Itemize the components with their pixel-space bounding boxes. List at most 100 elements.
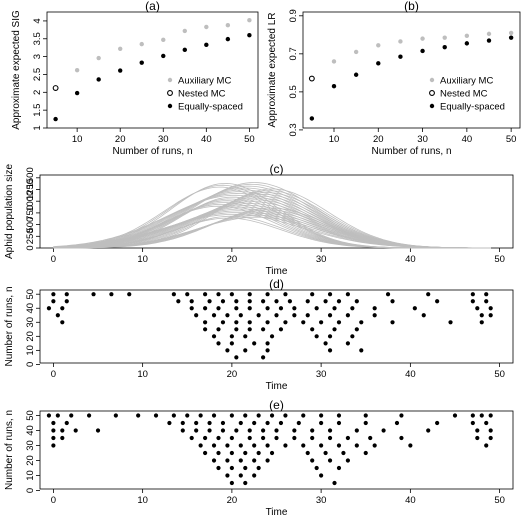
design-point [203,306,208,311]
y-tick-label: 1000 [25,191,36,212]
design-point [488,435,493,441]
y-axis-label: Number of runs, n [4,286,15,366]
data-point [167,103,173,109]
design-point [60,320,65,325]
design-point [234,428,239,433]
design-point [203,292,208,297]
panel-title: (c) [270,162,284,176]
design-point [238,420,243,426]
design-point [278,306,284,311]
design-point [319,413,324,418]
design-point [198,443,203,448]
design-point [247,327,252,332]
x-tick-label: 50 [494,369,505,380]
design-point [229,465,234,471]
design-point [216,327,221,332]
design-point [470,413,475,418]
design-point [314,306,319,311]
design-point [229,480,234,486]
design-point [229,413,234,418]
design-point [310,327,315,332]
y-tick-label: 40 [25,425,36,436]
y-tick-label: 10 [25,345,36,356]
design-point [51,435,56,441]
data-point [139,41,144,47]
panel-title: (d) [269,277,284,291]
y-tick-label: 0 [25,488,36,493]
design-point [176,299,181,304]
design-point [234,355,239,360]
design-point [198,413,203,418]
design-point [234,320,239,325]
design-point [390,299,395,304]
design-point [475,435,480,441]
design-point [109,292,114,297]
design-point [252,341,257,346]
design-point [194,428,199,433]
design-point [243,480,248,486]
design-point [91,292,96,297]
data-point [376,43,381,48]
design-point [225,473,230,478]
design-point [345,313,350,318]
design-point [229,334,234,339]
y-tick-label: 0.5 [288,85,299,98]
y-tick-label: 0.7 [288,47,299,60]
design-point [51,299,56,304]
design-point [359,348,364,353]
design-point [448,320,453,325]
design-point [319,320,324,325]
design-point [225,313,230,318]
x-tick-label: 40 [405,495,416,506]
design-point [390,320,395,325]
y-tick-label: 0.9 [288,9,299,22]
data-point [52,85,59,91]
design-point [435,420,440,426]
design-point [256,413,261,418]
design-point [292,306,297,311]
y-tick-label: 10 [25,470,36,481]
design-point [354,428,359,433]
curve-line [53,214,491,249]
design-point [211,458,217,463]
design-point [292,435,297,441]
design-point [51,420,56,426]
x-tick-label: 10 [72,134,83,145]
design-point [207,299,212,304]
y-axis-label: Aphid population size [4,164,15,260]
design-point [265,320,270,325]
design-point [426,292,431,297]
design-point [354,327,359,332]
x-axis-label: Time [266,507,288,518]
design-point [46,413,52,418]
data-point [74,67,80,73]
design-point [327,458,333,463]
design-point [336,413,342,418]
design-point [229,292,234,297]
x-tick-label: 30 [158,134,169,145]
design-point [269,450,275,456]
design-point [274,428,279,433]
design-point [238,473,243,478]
design-point [408,443,413,448]
x-axis-label: Time [266,266,288,277]
design-point [207,428,212,433]
panel-2: (c)0 10 20 30 40 500250500750100012501500Time… [4,162,514,277]
design-point [336,465,342,471]
data-point [376,61,381,66]
design-point [252,458,257,463]
legend-label: Nested MC [440,89,488,100]
design-point [488,413,493,418]
design-point [283,443,288,448]
design-point [60,435,65,441]
design-point [426,428,431,433]
data-point [420,36,425,41]
design-point [220,420,226,426]
x-tick-label: 50 [244,134,255,145]
plot-frame [39,410,514,490]
data-point [331,59,337,64]
design-point [310,435,315,441]
design-point [283,320,288,325]
x-tick-label: 40 [405,369,416,380]
